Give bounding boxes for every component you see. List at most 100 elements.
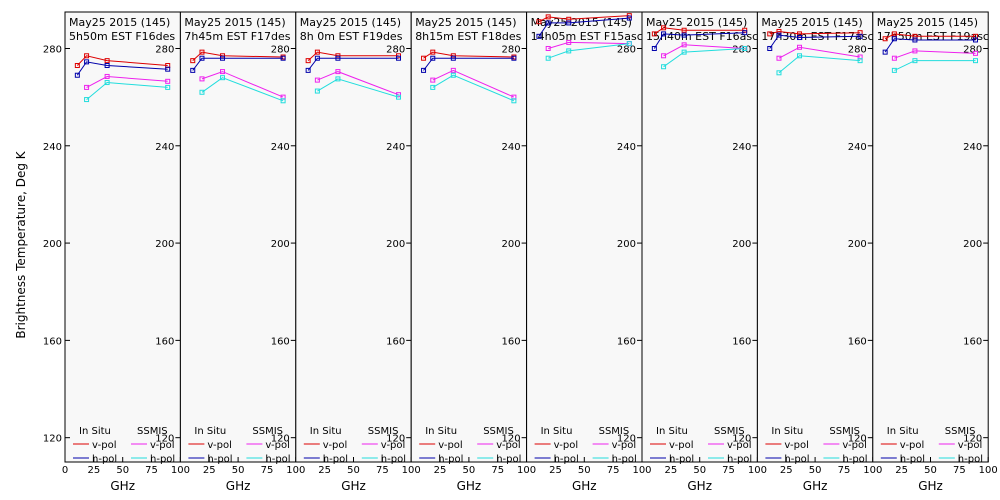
- x-axis-label: GHz: [226, 479, 251, 493]
- data-point-insitu-h-pol: [450, 55, 456, 61]
- y-tick-label: 200: [386, 239, 405, 250]
- series-line-ssmis-v-pol: [201, 71, 284, 98]
- data-point-ssmis-v-pol: [681, 42, 687, 48]
- data-point-ssmis-v-pol: [335, 69, 341, 75]
- series-line-ssmis-h-pol: [778, 55, 861, 74]
- y-tick-label: 120: [155, 434, 174, 445]
- data-point-ssmis-v-pol: [797, 44, 803, 50]
- y-tick-label: 240: [502, 142, 521, 153]
- panel-frame: [526, 11, 643, 463]
- x-tick-label: 25: [549, 465, 562, 476]
- data-point-insitu-h-pol: [891, 36, 897, 42]
- legend-in-situ-header: In Situ: [541, 426, 573, 437]
- data-point-insitu-h-pol: [305, 67, 311, 73]
- legend-label-ssmis-v-pol: v-pol: [727, 440, 752, 451]
- series-line-ssmis-h-pol: [317, 78, 399, 98]
- data-point-ssmis-h-pol: [681, 49, 687, 55]
- data-point-ssmis-h-pol: [84, 97, 90, 103]
- data-point-insitu-v-pol: [74, 63, 80, 69]
- data-point-ssmis-h-pol: [280, 98, 286, 104]
- series-line-ssmis-v-pol: [548, 41, 630, 49]
- series-line-insitu-h-pol: [653, 32, 745, 49]
- x-tick-label: 0: [62, 465, 68, 476]
- panel-3: 120 160 200 240 280 25 50 75 100 GHz May25 2015 (1…: [295, 11, 421, 493]
- panel-subtitle: 8h15m EST F18des: [415, 30, 521, 43]
- data-point-insitu-h-pol: [104, 63, 110, 69]
- x-tick-label: 25: [434, 465, 447, 476]
- x-tick-label: 50: [116, 465, 129, 476]
- series-line-ssmis-h-pol: [894, 60, 976, 71]
- y-tick-label: 240: [617, 142, 636, 153]
- x-tick-label: 100: [517, 465, 536, 476]
- data-point-ssmis-h-pol: [335, 76, 341, 82]
- legend-label-insitu-v-pol: v-pol: [669, 440, 694, 451]
- y-tick-label: 240: [155, 142, 174, 153]
- panel-subtitle: 14h05m EST F15asc: [531, 30, 643, 43]
- panel-7: 120 160 200 240 280 25 50 75 100 GHz May25 2015 (1…: [756, 11, 882, 493]
- data-point-ssmis-v-pol: [199, 76, 205, 82]
- data-point-insitu-h-pol: [776, 32, 782, 38]
- panel-title: May25 2015 (145): [415, 16, 516, 29]
- x-tick-label: 25: [318, 465, 331, 476]
- data-point-insitu-h-pol: [74, 72, 80, 78]
- legend-ssmis-header: SSMIS: [252, 426, 283, 437]
- legend-label-insitu-v-pol: v-pol: [438, 440, 463, 451]
- y-tick-label: 200: [963, 239, 982, 250]
- data-point-insitu-v-pol: [104, 58, 110, 64]
- x-tick-label: 75: [491, 465, 504, 476]
- series-line-ssmis-h-pol: [548, 43, 630, 59]
- data-point-ssmis-v-pol: [912, 48, 918, 54]
- x-tick-label: 75: [376, 465, 389, 476]
- series-line-insitu-v-pol: [538, 15, 630, 23]
- data-point-ssmis-v-pol: [891, 55, 897, 61]
- x-tick-label: 75: [261, 465, 274, 476]
- y-tick-label: 240: [732, 142, 751, 153]
- legend-in-situ-header: In Situ: [425, 426, 457, 437]
- data-point-insitu-v-pol: [421, 55, 427, 61]
- data-point-insitu-h-pol: [190, 67, 196, 73]
- y-tick-label: 200: [617, 239, 636, 250]
- y-tick-label-left: 160: [43, 336, 62, 347]
- data-point-ssmis-h-pol: [199, 89, 205, 95]
- panel-frame: [756, 11, 874, 463]
- x-tick-label: 25: [87, 465, 100, 476]
- data-point-ssmis-h-pol: [776, 70, 782, 76]
- y-tick-label: 280: [155, 44, 174, 55]
- y-tick-label: 240: [386, 142, 405, 153]
- data-point-insitu-v-pol: [545, 14, 551, 20]
- panel-frame: [641, 11, 758, 463]
- legend-ssmis-header: SSMIS: [945, 426, 976, 437]
- data-point-ssmis-h-pol: [220, 75, 226, 81]
- y-tick-label: 240: [963, 142, 982, 153]
- legend-label-ssmis-v-pol: v-pol: [842, 440, 867, 451]
- series-line-insitu-h-pol: [76, 61, 168, 76]
- legend-label-insitu-v-pol: v-pol: [92, 440, 117, 451]
- x-tick-label: 100: [632, 465, 651, 476]
- data-point-insitu-h-pol: [84, 59, 90, 65]
- data-point-insitu-h-pol: [626, 15, 632, 21]
- series-line-insitu-v-pol: [769, 30, 861, 35]
- data-point-ssmis-v-pol: [661, 53, 667, 59]
- y-tick-label: 120: [732, 434, 751, 445]
- y-tick-label: 200: [502, 239, 521, 250]
- panel-subtitle: 8h 0m EST F19des: [300, 30, 403, 43]
- legend-in-situ-header: In Situ: [887, 426, 919, 437]
- y-axis-label: Brightness Temperature, Deg K: [14, 150, 28, 338]
- data-point-ssmis-v-pol: [566, 39, 572, 45]
- panel-title: May25 2015 (145): [646, 16, 747, 29]
- series-line-ssmis-v-pol: [663, 44, 745, 57]
- legend-label-ssmis-v-pol: v-pol: [150, 440, 175, 451]
- x-tick-label: 100: [748, 465, 767, 476]
- data-point-ssmis-v-pol: [776, 55, 782, 61]
- y-tick-label: 280: [386, 44, 405, 55]
- panel-5: 120 160 200 240 280 25 50 75 100 GHz May25 2015 (1…: [526, 11, 652, 493]
- y-tick-label: 280: [732, 44, 751, 55]
- panel-frame: [872, 11, 989, 463]
- legend-label-ssmis-v-pol: v-pol: [265, 440, 290, 451]
- series-line-insitu-h-pol: [884, 38, 976, 53]
- data-point-ssmis-v-pol: [165, 78, 171, 84]
- data-point-insitu-h-pol: [421, 67, 427, 73]
- legend-label-ssmis-v-pol: v-pol: [612, 440, 637, 451]
- x-tick-label: 100: [863, 465, 882, 476]
- panel-subtitle: 7h45m EST F17des: [184, 30, 290, 43]
